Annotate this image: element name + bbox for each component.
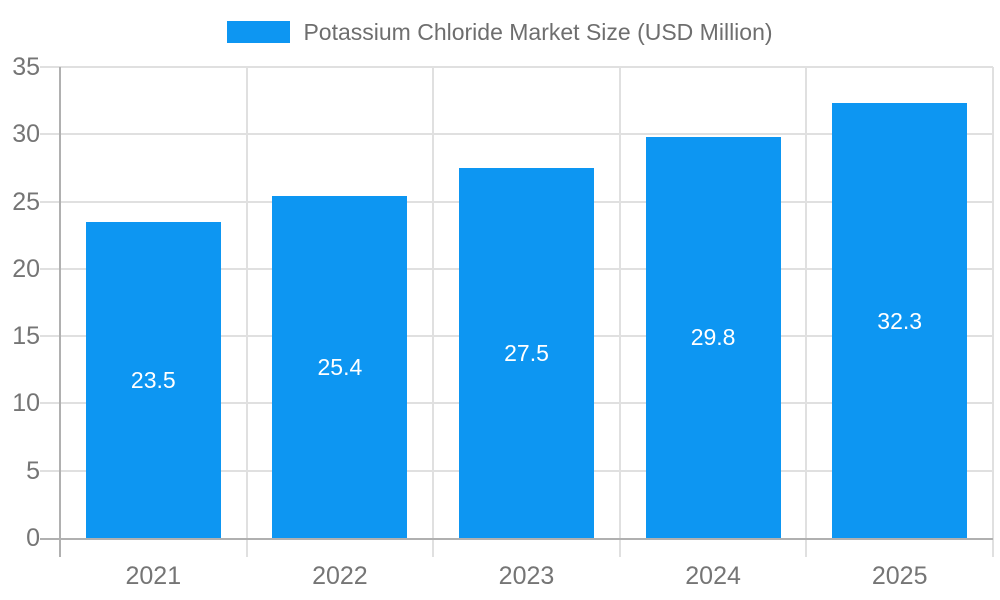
gridline-x bbox=[992, 67, 994, 557]
y-tick-label: 30 bbox=[12, 120, 40, 149]
y-tick-label: 5 bbox=[26, 456, 40, 485]
bar bbox=[645, 136, 781, 538]
bar bbox=[272, 196, 408, 538]
x-axis-line bbox=[40, 538, 993, 540]
x-tick-label: 2024 bbox=[685, 562, 741, 590]
y-tick-label: 25 bbox=[12, 187, 40, 216]
bar-value-label: 27.5 bbox=[504, 339, 549, 366]
y-axis-line bbox=[59, 67, 61, 557]
bar-value-label: 23.5 bbox=[130, 366, 176, 393]
gridline-y bbox=[40, 133, 993, 136]
bar-value-label: 25.4 bbox=[317, 354, 363, 381]
y-tick-label: 15 bbox=[12, 322, 40, 351]
bar-value-label: 29.8 bbox=[690, 324, 736, 351]
bar bbox=[85, 221, 221, 538]
y-tick-label: 10 bbox=[12, 389, 40, 418]
gridline-y bbox=[40, 66, 993, 68]
x-tick-label: 2023 bbox=[498, 562, 555, 590]
y-tick-label: 0 bbox=[26, 524, 40, 552]
x-tick-label: 2025 bbox=[871, 562, 928, 590]
y-tick-label: 20 bbox=[12, 254, 40, 283]
legend-label: Potassium Chloride Market Size (USD Mill… bbox=[303, 19, 773, 45]
gridline-x bbox=[245, 67, 248, 557]
bar-value-label: 32.3 bbox=[877, 307, 923, 334]
bar bbox=[832, 103, 968, 538]
y-tick-label: 35 bbox=[12, 53, 40, 81]
gridline-x bbox=[805, 67, 808, 557]
x-tick-label: 2021 bbox=[125, 562, 182, 590]
bar bbox=[459, 167, 594, 538]
x-tick-label: 2022 bbox=[312, 562, 368, 590]
gridline-x bbox=[432, 67, 435, 557]
gridline-x bbox=[618, 67, 621, 557]
chart-legend: Potassium Chloride Market Size (USD Mill… bbox=[0, 19, 1000, 45]
legend-swatch bbox=[227, 21, 291, 43]
